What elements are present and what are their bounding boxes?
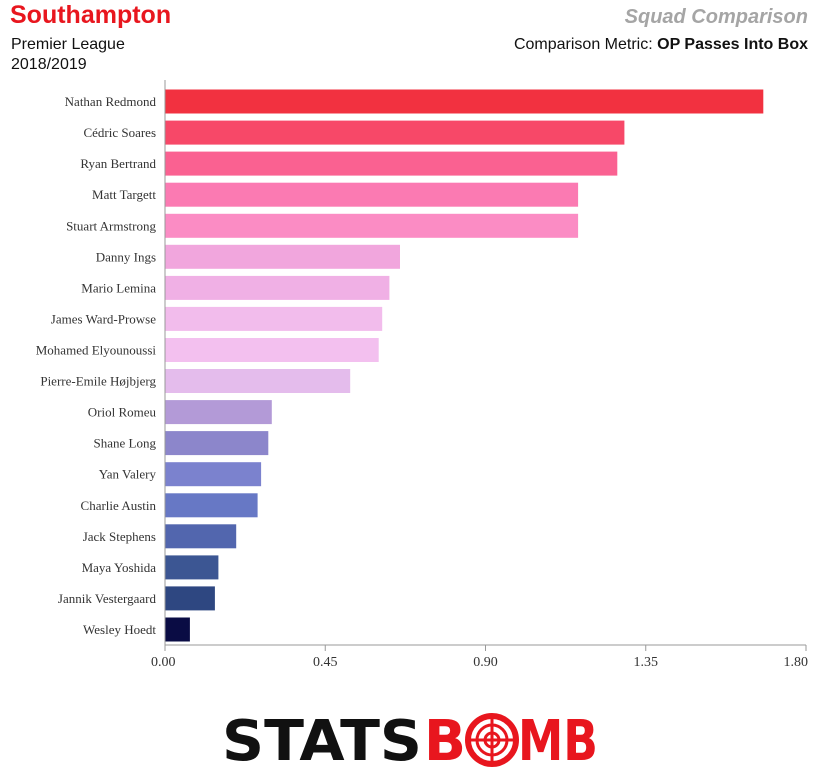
bar (165, 244, 400, 269)
x-tick-label: 0.45 (313, 655, 338, 670)
bar (165, 338, 379, 362)
player-label: Mohamed Elyounoussi (36, 343, 157, 358)
player-labels: Nathan Redmond Cédric Soares Ryan Bertrand… (36, 94, 157, 637)
comparison-metric: Comparison Metric: OP Passes Into Box (514, 36, 808, 54)
bar (165, 369, 351, 393)
bar-chart: Nathan Redmond Cédric Soares Ryan Bertrand… (36, 80, 808, 670)
bar (165, 617, 190, 642)
player-label: Matt Targett (92, 187, 156, 202)
player-label: Danny Ings (96, 249, 156, 264)
bars-group (165, 89, 764, 642)
bar (165, 555, 219, 580)
player-label: Yan Valery (99, 467, 157, 482)
bar (165, 120, 625, 145)
player-label: Jannik Vestergaard (58, 591, 157, 606)
player-label: Ryan Bertrand (80, 156, 156, 171)
player-label: Mario Lemina (81, 280, 156, 295)
bar (165, 586, 215, 611)
bar (165, 524, 237, 549)
player-label: Oriol Romeu (88, 405, 157, 420)
bar (165, 89, 764, 114)
bar (165, 213, 579, 238)
player-label: Maya Yoshida (82, 560, 157, 575)
metric-label: Comparison Metric: (513, 36, 653, 53)
bar (165, 431, 269, 456)
x-tick-label: 1.35 (634, 655, 659, 670)
player-label: Pierre-Emile Højbjerg (40, 374, 156, 389)
bar (165, 275, 390, 300)
season-label: 2018/2019 (11, 56, 87, 73)
metric-name: OP Passes Into Box (657, 36, 808, 53)
player-label: James Ward-Prowse (51, 311, 156, 326)
player-label: Charlie Austin (81, 498, 157, 513)
logo-target-o (465, 713, 519, 767)
bar (165, 306, 383, 331)
logo-text-stats: STATS (222, 709, 422, 768)
logo-text-b: B (424, 709, 466, 768)
bar (165, 493, 258, 518)
player-label: Wesley Hoedt (83, 622, 156, 637)
x-tick-label: 0.00 (151, 655, 176, 670)
player-label: Cédric Soares (83, 125, 156, 140)
chart-title: Squad Comparison (624, 6, 808, 28)
player-label: Jack Stephens (83, 529, 156, 544)
bar (165, 400, 272, 425)
bar (165, 182, 579, 207)
x-axis: 0.00 0.45 0.90 1.35 1.80 (151, 80, 808, 670)
x-tick-label: 1.80 (784, 655, 809, 670)
league-name: Premier League (11, 36, 125, 53)
player-label: Shane Long (94, 436, 157, 451)
bar (165, 462, 262, 487)
x-tick-label: 0.90 (473, 655, 498, 670)
player-label: Nathan Redmond (65, 94, 157, 109)
team-name: Southampton (10, 1, 172, 29)
logo-text-mb: MB (518, 709, 598, 768)
statsbomb-logo: STATS B MB (222, 709, 598, 768)
bar (165, 151, 618, 176)
player-label: Stuart Armstrong (66, 218, 156, 233)
